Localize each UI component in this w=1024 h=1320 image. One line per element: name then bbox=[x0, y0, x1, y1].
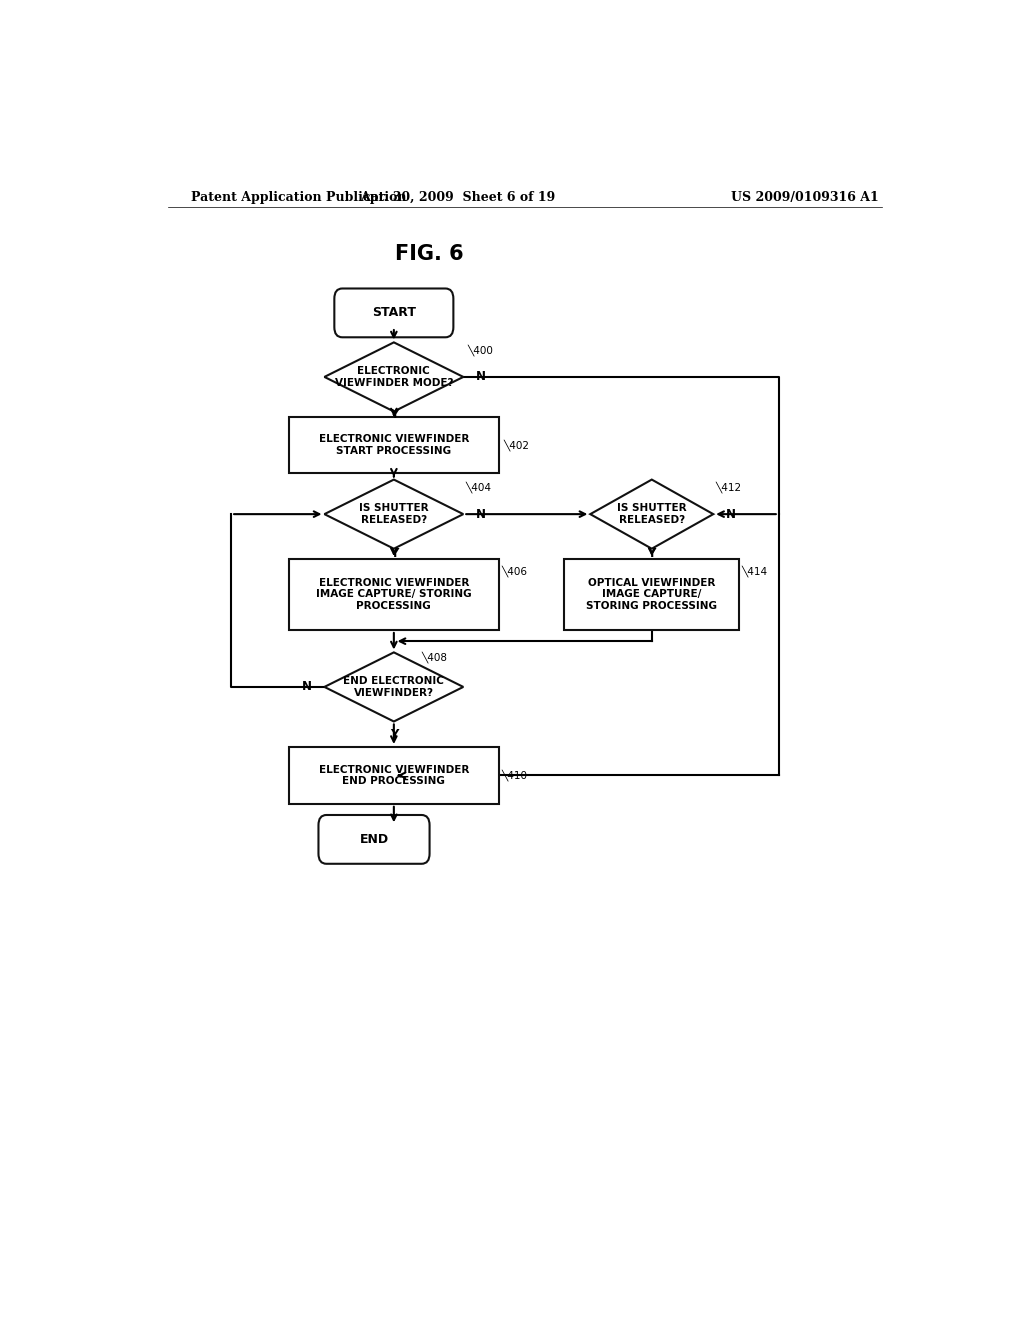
Bar bbox=[564, 558, 739, 630]
Bar bbox=[289, 747, 499, 804]
Text: Apr. 30, 2009  Sheet 6 of 19: Apr. 30, 2009 Sheet 6 of 19 bbox=[359, 190, 555, 203]
Text: ELECTRONIC VIEWFINDER
IMAGE CAPTURE/ STORING
PROCESSING: ELECTRONIC VIEWFINDER IMAGE CAPTURE/ STO… bbox=[316, 578, 472, 611]
Polygon shape bbox=[325, 652, 463, 722]
FancyBboxPatch shape bbox=[318, 814, 430, 863]
Text: US 2009/0109316 A1: US 2009/0109316 A1 bbox=[731, 190, 879, 203]
Text: IS SHUTTER
RELEASED?: IS SHUTTER RELEASED? bbox=[359, 503, 429, 525]
Text: OPTICAL VIEWFINDER
IMAGE CAPTURE/
STORING PROCESSING: OPTICAL VIEWFINDER IMAGE CAPTURE/ STORIN… bbox=[587, 578, 717, 611]
Polygon shape bbox=[325, 342, 463, 412]
Text: ╲402: ╲402 bbox=[503, 440, 529, 451]
Text: N: N bbox=[476, 508, 485, 520]
Text: ╲410: ╲410 bbox=[502, 770, 527, 781]
Text: FIG. 6: FIG. 6 bbox=[395, 244, 464, 264]
Text: IS SHUTTER
RELEASED?: IS SHUTTER RELEASED? bbox=[617, 503, 686, 525]
Text: N: N bbox=[476, 371, 485, 383]
Text: ELECTRONIC VIEWFINDER
END PROCESSING: ELECTRONIC VIEWFINDER END PROCESSING bbox=[318, 764, 469, 787]
Text: Y: Y bbox=[647, 548, 656, 560]
Text: ╲412: ╲412 bbox=[716, 482, 741, 494]
Text: ELECTRONIC VIEWFINDER
START PROCESSING: ELECTRONIC VIEWFINDER START PROCESSING bbox=[318, 434, 469, 455]
Text: ELECTRONIC
VIEWFINDER MODE?: ELECTRONIC VIEWFINDER MODE? bbox=[335, 366, 453, 388]
Text: N: N bbox=[726, 508, 735, 520]
Text: END: END bbox=[359, 833, 388, 846]
Text: Y: Y bbox=[390, 727, 398, 741]
Text: ╲414: ╲414 bbox=[741, 565, 768, 577]
Text: END ELECTRONIC
VIEWFINDER?: END ELECTRONIC VIEWFINDER? bbox=[343, 676, 444, 698]
Text: Patent Application Publication: Patent Application Publication bbox=[191, 190, 407, 203]
Text: ╲400: ╲400 bbox=[467, 345, 494, 356]
Text: ╲406: ╲406 bbox=[502, 565, 527, 577]
Polygon shape bbox=[325, 479, 463, 549]
Text: ╲404: ╲404 bbox=[466, 482, 492, 494]
Bar bbox=[289, 417, 499, 474]
Text: ╲408: ╲408 bbox=[422, 651, 447, 663]
Text: Y: Y bbox=[390, 408, 398, 421]
Text: N: N bbox=[302, 680, 312, 693]
FancyBboxPatch shape bbox=[334, 289, 454, 338]
Polygon shape bbox=[590, 479, 714, 549]
Text: Y: Y bbox=[390, 548, 398, 560]
Bar bbox=[289, 558, 499, 630]
Text: START: START bbox=[372, 306, 416, 319]
